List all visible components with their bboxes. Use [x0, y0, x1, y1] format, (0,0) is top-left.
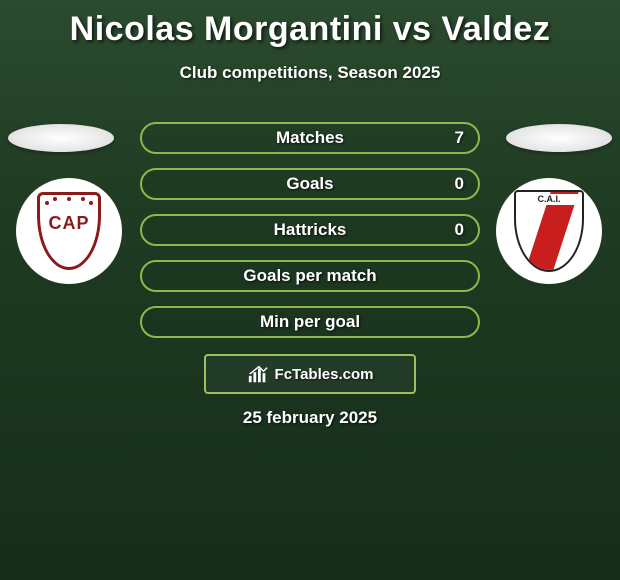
- stat-label: Hattricks: [274, 220, 347, 240]
- club-left-badge: [16, 178, 122, 284]
- stat-value-right: 0: [455, 220, 464, 240]
- stat-row: Goals 0: [140, 168, 480, 200]
- stat-label: Matches: [276, 128, 344, 148]
- club-left-shield-icon: [37, 192, 101, 270]
- stat-row: Matches 7: [140, 122, 480, 154]
- club-right-badge: [496, 178, 602, 284]
- player-left-avatar: [8, 124, 114, 152]
- stat-label: Goals: [286, 174, 333, 194]
- subtitle: Club competitions, Season 2025: [0, 63, 620, 83]
- page-title: Nicolas Morgantini vs Valdez: [0, 0, 620, 49]
- club-right-shield-icon: [514, 190, 584, 272]
- stats-container: Matches 7 Goals 0 Hattricks 0 Goals per match M…: [140, 122, 480, 352]
- date-label: 25 february 2025: [0, 408, 620, 428]
- stat-row: Hattricks 0: [140, 214, 480, 246]
- brand-label: FcTables.com: [275, 366, 374, 383]
- chart-icon: [247, 363, 269, 385]
- stat-row: Min per goal: [140, 306, 480, 338]
- brand-box[interactable]: FcTables.com: [204, 354, 416, 394]
- stat-label: Min per goal: [260, 312, 360, 332]
- stat-row: Goals per match: [140, 260, 480, 292]
- stat-value-right: 7: [455, 128, 464, 148]
- stat-value-right: 0: [455, 174, 464, 194]
- player-right-avatar: [506, 124, 612, 152]
- stat-label: Goals per match: [243, 266, 376, 286]
